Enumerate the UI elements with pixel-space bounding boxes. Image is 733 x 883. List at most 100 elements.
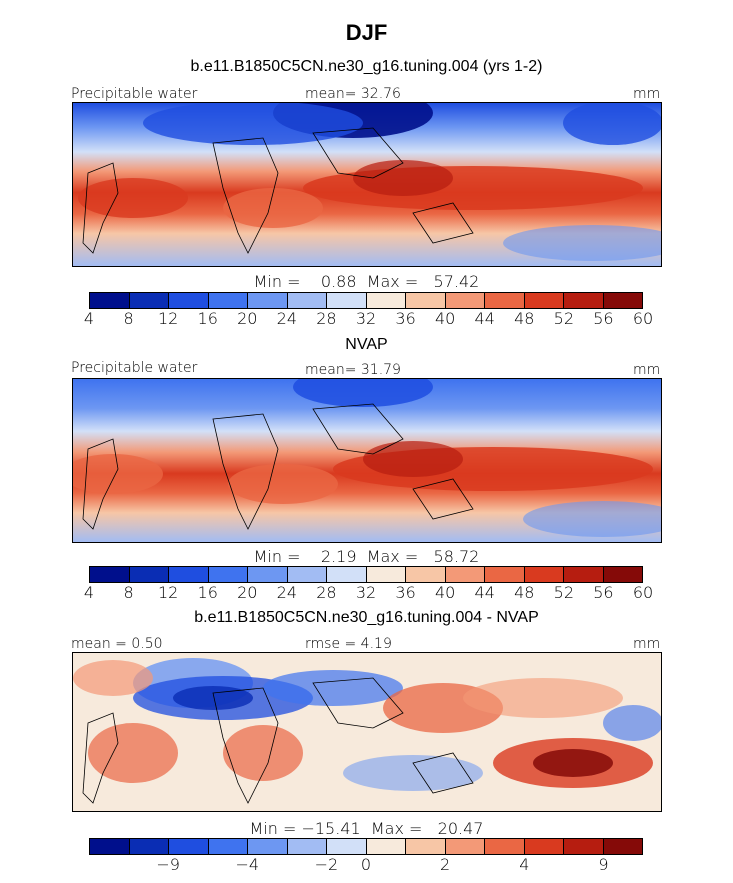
colorbar-tick-label: 28 [316, 309, 337, 328]
colorbar-segment [366, 293, 406, 308]
colorbar-segment [248, 293, 288, 308]
colorbar-tick-label: 60 [632, 309, 654, 328]
panel2-minmax: Min = 2.19 Max = 58.72 [253, 547, 480, 566]
colorbar-tick-label: 4 [519, 855, 530, 874]
panel3-field-svg [73, 653, 661, 811]
colorbar-tick-label: 20 [237, 309, 258, 328]
colorbar-tick-label: −4 [235, 855, 260, 874]
colorbar-segment [524, 839, 564, 854]
colorbar-segment [90, 839, 130, 854]
figure-title: DJF [345, 20, 388, 45]
colorbar-tick-label: 16 [197, 309, 218, 328]
colorbar-segment [445, 839, 485, 854]
panel1-mean-label: mean= 32.76 [305, 86, 401, 102]
panel1-minmax: Min = 0.88 Max = 57.42 [253, 272, 480, 291]
panel1-field-svg [73, 103, 661, 266]
panel3-mean-label: mean = 0.50 [71, 636, 163, 652]
colorbar-tick-label: −2 [314, 855, 339, 874]
colorbar-segment [90, 567, 130, 582]
colorbar-segment [524, 293, 564, 308]
colorbar-segment [406, 567, 446, 582]
panel1-colorbar [89, 292, 643, 309]
colorbar-segment [603, 839, 642, 854]
colorbar-tick-label: 60 [632, 583, 654, 602]
panel3-colorbar [89, 838, 643, 855]
colorbar-tick-label: 8 [123, 583, 134, 602]
panel3-rmse-label: rmse = 4.19 [305, 636, 392, 652]
colorbar-segment [287, 293, 327, 308]
panel2-subtitle: NVAP [345, 336, 388, 353]
colorbar-segment [327, 839, 367, 854]
colorbar-segment [445, 293, 485, 308]
panel1-map [72, 102, 662, 267]
colorbar-segment [208, 293, 248, 308]
colorbar-tick-label: 24 [276, 583, 298, 602]
colorbar-segment [485, 293, 525, 308]
colorbar-segment [485, 567, 525, 582]
colorbar-segment [406, 839, 446, 854]
colorbar-tick-label: 12 [157, 309, 179, 328]
colorbar-tick-label: 56 [593, 309, 614, 328]
panel1-variable-label: Precipitable water [71, 86, 198, 102]
panel2-mean-label: mean= 31.79 [305, 362, 401, 378]
colorbar-segment [169, 567, 209, 582]
panel3-subtitle: b.e11.B1850C5CN.ne30_g16.tuning.004 - NV… [194, 609, 539, 626]
colorbar-segment [524, 567, 564, 582]
colorbar-segment [603, 293, 642, 308]
colorbar-segment [169, 293, 209, 308]
colorbar-segment [129, 567, 169, 582]
panel3-minmax: Min = −15.41 Max = 20.47 [249, 819, 484, 838]
colorbar-segment [208, 567, 248, 582]
panel3-map [72, 652, 662, 812]
panel1-units-label: mm [633, 86, 661, 102]
colorbar-segment [564, 839, 604, 854]
colorbar-tick-label: 52 [553, 583, 575, 602]
panel2-variable-label: Precipitable water [71, 360, 198, 376]
colorbar-segment [327, 293, 367, 308]
colorbar-segment [366, 567, 406, 582]
colorbar-tick-label: 8 [123, 309, 134, 328]
colorbar-segment [129, 839, 169, 854]
colorbar-segment [208, 839, 248, 854]
panel3-colorbar-ticks: −9 −4 −2 0 2 4 9 [89, 855, 643, 875]
colorbar-tick-label: 12 [157, 583, 179, 602]
colorbar-tick-label: 9 [598, 855, 609, 874]
colorbar-tick-label: 16 [197, 583, 218, 602]
colorbar-tick-label: 48 [514, 583, 535, 602]
colorbar-segment [248, 839, 288, 854]
colorbar-tick-label: 24 [276, 309, 298, 328]
colorbar-tick-label: 32 [355, 309, 377, 328]
panel2-field-svg [73, 379, 661, 542]
colorbar-tick-label: 4 [83, 583, 95, 602]
colorbar-tick-label: 28 [316, 583, 337, 602]
colorbar-segment [248, 567, 288, 582]
panel2-map [72, 378, 662, 543]
colorbar-segment [129, 293, 169, 308]
colorbar-tick-label: 36 [395, 583, 416, 602]
colorbar-segment [169, 839, 209, 854]
colorbar-segment [564, 567, 604, 582]
colorbar-segment [445, 567, 485, 582]
colorbar-segment [366, 839, 406, 854]
colorbar-tick-label: −9 [156, 855, 180, 874]
colorbar-tick-label: 40 [434, 309, 456, 328]
colorbar-segment [287, 567, 327, 582]
colorbar-segment [327, 567, 367, 582]
panel1-subtitle: b.e11.B1850C5CN.ne30_g16.tuning.004 (yrs… [190, 58, 543, 75]
colorbar-tick-label: 20 [237, 583, 258, 602]
colorbar-tick-label: 40 [434, 583, 456, 602]
colorbar-tick-label: 0 [360, 855, 372, 874]
panel3-units-label: mm [633, 636, 661, 652]
panel1-colorbar-ticks: 4 8 12 16 20 24 28 32 36 40 44 48 52 56 60 [84, 309, 653, 329]
colorbar-tick-label: 48 [514, 309, 535, 328]
panel2-units-label: mm [633, 362, 661, 378]
colorbar-segment [90, 293, 130, 308]
panel2-colorbar-ticks: 4 8 12 16 20 24 28 32 36 40 44 48 52 56 60 [84, 583, 653, 603]
colorbar-tick-label: 52 [553, 309, 575, 328]
colorbar-segment [287, 839, 327, 854]
colorbar-segment [485, 839, 525, 854]
panel2-colorbar [89, 566, 643, 583]
colorbar-tick-label: 4 [83, 309, 95, 328]
colorbar-segment [603, 567, 642, 582]
colorbar-segment [564, 293, 604, 308]
